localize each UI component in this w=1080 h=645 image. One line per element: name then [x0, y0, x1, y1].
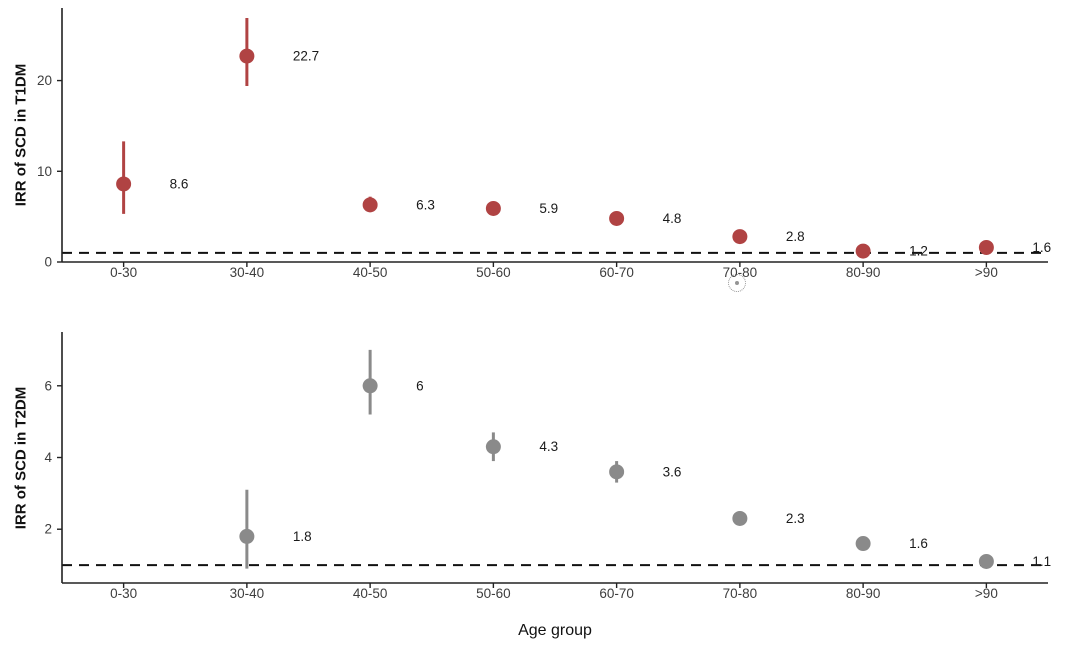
data-point [116, 176, 132, 192]
data-point [855, 536, 871, 552]
x-axis-title: Age group [518, 622, 592, 639]
x-tick-label: 40-50 [353, 586, 388, 601]
y-axis-title-t2dm: IRR of SCD in T2DM [12, 386, 30, 530]
data-point [732, 510, 748, 526]
data-point [362, 197, 378, 213]
data-point [362, 378, 378, 394]
point-value-label: 2.8 [786, 229, 805, 244]
point-value-label: 1.1 [1032, 554, 1051, 569]
x-tick-label: 60-70 [599, 586, 634, 601]
y-tick-label: 20 [37, 73, 52, 88]
y-axis-title-t1dm: IRR of SCD in T1DM [12, 63, 30, 207]
point-value-label: 3.6 [663, 464, 682, 479]
point-value-label: 6.3 [416, 197, 435, 212]
data-point [485, 200, 501, 216]
data-point [485, 439, 501, 455]
x-tick-label: 0-30 [110, 586, 137, 601]
point-value-label: 4.8 [663, 211, 682, 226]
data-point [732, 229, 748, 245]
data-point [239, 48, 255, 64]
data-point [978, 239, 994, 255]
x-tick-label: 40-50 [353, 265, 388, 280]
y-tick-label: 2 [44, 522, 52, 537]
x-tick-label: 60-70 [599, 265, 634, 280]
point-value-label: 2.3 [786, 511, 805, 526]
point-value-label: 6 [416, 378, 424, 393]
y-tick-label: 6 [44, 378, 52, 393]
x-tick-label: 30-40 [230, 586, 265, 601]
point-value-label: 1.6 [1032, 240, 1051, 255]
x-tick-label: 70-80 [723, 586, 758, 601]
point-value-label: 1.2 [909, 244, 928, 259]
x-tick-label: 30-40 [230, 265, 265, 280]
point-value-label: 22.7 [293, 49, 319, 64]
data-point [978, 553, 994, 569]
x-tick-label: 80-90 [846, 265, 881, 280]
point-value-label: 1.8 [293, 529, 312, 544]
point-value-label: 8.6 [170, 176, 189, 191]
data-point [609, 210, 625, 226]
point-value-label: 1.6 [909, 536, 928, 551]
point-value-label: 4.3 [539, 439, 558, 454]
x-tick-label: >90 [975, 265, 998, 280]
x-tick-label: 0-30 [110, 265, 137, 280]
x-tick-label: >90 [975, 586, 998, 601]
x-tick-label: 50-60 [476, 586, 511, 601]
data-point [609, 464, 625, 480]
y-tick-label: 4 [44, 450, 52, 465]
x-tick-label: 50-60 [476, 265, 511, 280]
point-value-label: 5.9 [539, 201, 558, 216]
panel-t2dm: 2 4 6 0-30 30-40 40-50 50-60 60-70 70-80 80-90 >90… [44, 332, 1051, 601]
y-tick-label: 0 [44, 255, 52, 270]
data-point [855, 243, 871, 259]
y-tick-label: 10 [37, 164, 52, 179]
data-point [239, 528, 255, 544]
cursor-icon [728, 274, 746, 292]
x-tick-label: 80-90 [846, 586, 881, 601]
